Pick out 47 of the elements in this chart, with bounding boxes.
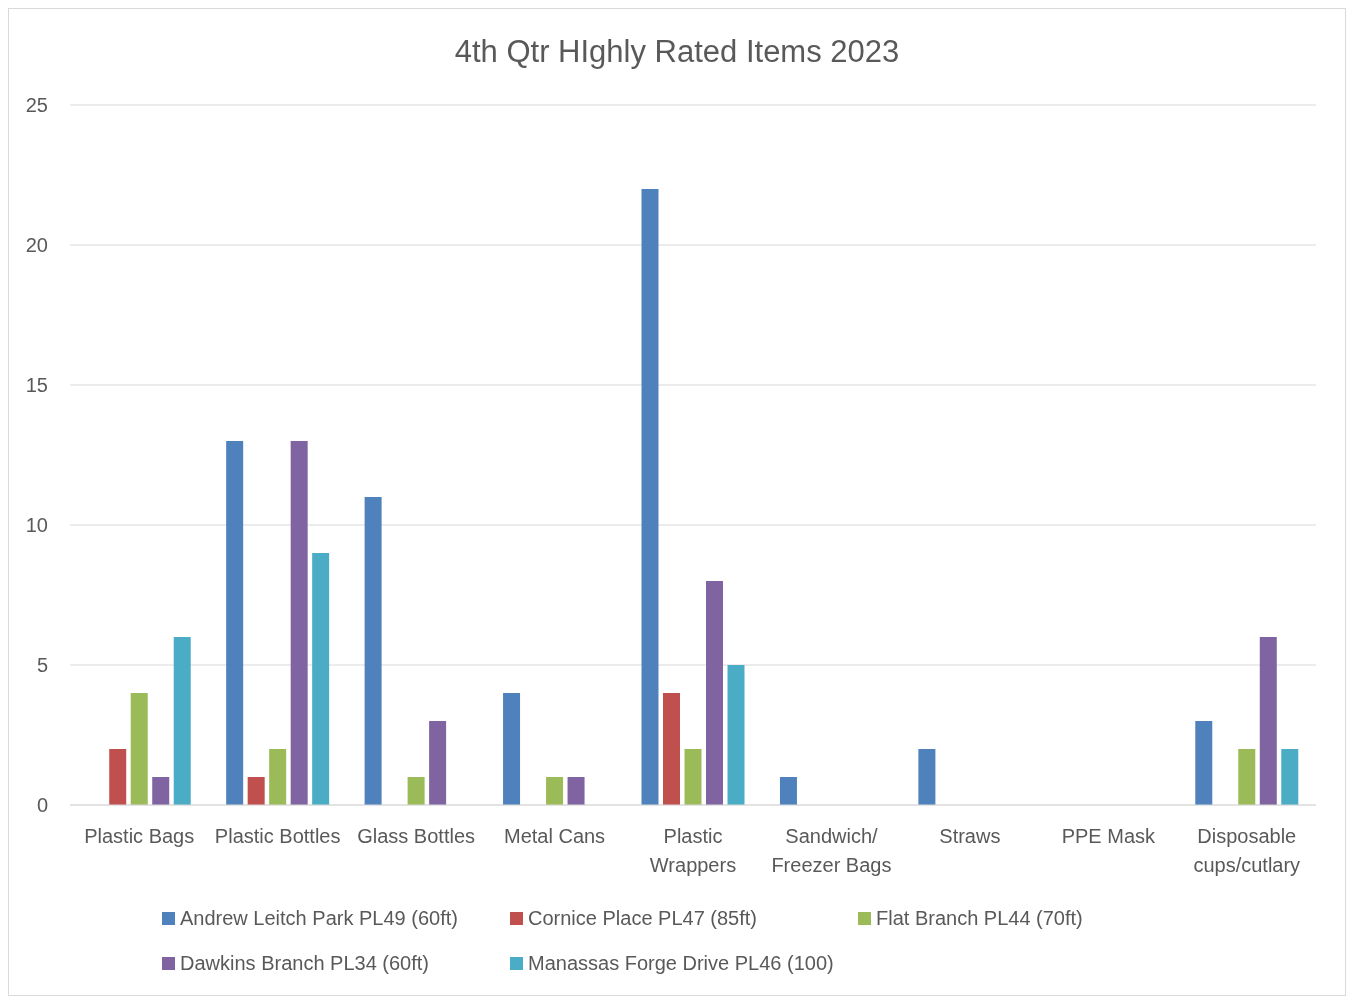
chart-title: 4th Qtr HIghly Rated Items 2023	[454, 34, 900, 69]
bar	[1281, 749, 1299, 805]
bar	[641, 189, 659, 805]
x-tick-label: Plastic Bottles	[214, 825, 341, 847]
bar	[779, 777, 797, 805]
x-tick-label: Sandwich/ Freezer Bags	[771, 825, 892, 876]
bar	[407, 777, 425, 805]
x-tick-label: Plastic Wrappers	[649, 825, 737, 876]
x-tick-label: Disposable cups/cutlary	[1193, 825, 1301, 876]
bar	[226, 441, 244, 805]
bar	[706, 581, 723, 805]
bar	[727, 665, 745, 805]
x-tick-label: PPE Mask	[1061, 825, 1157, 847]
bar	[918, 749, 936, 805]
bar	[1195, 721, 1213, 805]
y-tick-label: 15	[25, 374, 48, 396]
legend-label: Dawkins Branch PL34 (60ft)	[180, 952, 430, 974]
y-tick-label: 10	[25, 514, 48, 536]
y-tick-label: 20	[25, 234, 48, 256]
bar	[247, 777, 265, 805]
bar	[567, 777, 585, 805]
bar	[312, 553, 330, 805]
legend-label: Flat Branch PL44 (70ft)	[876, 907, 1083, 929]
bar	[152, 777, 170, 805]
y-tick-label: 0	[36, 794, 48, 816]
bar	[1259, 637, 1277, 805]
bar	[364, 497, 382, 805]
bar	[1238, 749, 1256, 805]
bar	[663, 693, 680, 805]
y-tick-label: 5	[36, 654, 48, 676]
bar	[684, 749, 702, 805]
x-tick-label: Plastic Bags	[84, 825, 195, 847]
bar	[290, 441, 308, 805]
x-tick-label: Metal Cans	[503, 825, 606, 847]
bar	[269, 749, 287, 805]
bar	[429, 721, 447, 805]
x-tick-label: Straws	[939, 825, 1001, 847]
bar	[130, 693, 148, 805]
bar	[173, 637, 191, 805]
bar	[503, 693, 521, 805]
bar	[546, 777, 564, 805]
legend-label: Cornice Place PL47 (85ft)	[528, 907, 758, 929]
legend-label: Andrew Leitch Park PL49 (60ft)	[180, 907, 458, 929]
bar	[109, 749, 127, 805]
y-tick-label: 25	[25, 94, 48, 116]
x-tick-label: Glass Bottles	[357, 825, 476, 847]
legend-label: Manassas Forge Drive PL46 (100)	[528, 952, 834, 974]
